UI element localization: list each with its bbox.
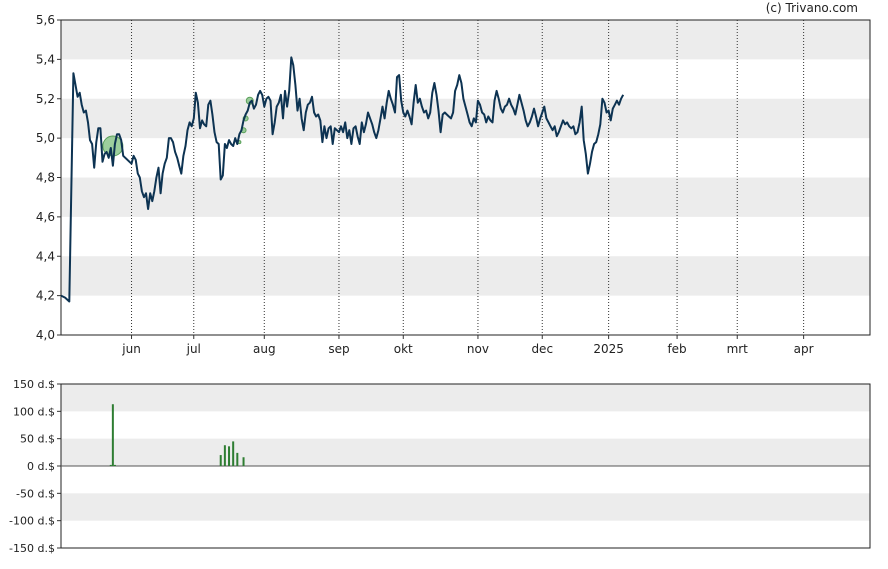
y-tick-label: 5,4 (36, 52, 55, 66)
x-tick-label: okt (394, 342, 413, 356)
y-tick-label: 4,2 (36, 289, 55, 303)
x-tick-label: apr (794, 342, 814, 356)
copyright-label: (c) Trivano.com (765, 1, 858, 15)
y-tick-label: 4,4 (36, 249, 55, 263)
x-tick-label: nov (467, 342, 489, 356)
x-tick-label: jun (121, 342, 141, 356)
y-tick-label: 5,6 (36, 13, 55, 27)
x-tick-label: dec (531, 342, 553, 356)
volume-bar (111, 404, 114, 466)
y-tick-label: -50 d.$ (16, 487, 55, 500)
y-tick-label: -100 d.$ (9, 515, 55, 528)
grid-band (61, 438, 870, 466)
y-tick-label: 4,0 (36, 328, 55, 342)
grid-band (61, 20, 870, 60)
y-tick-label: 5,0 (36, 131, 55, 145)
grid-band (61, 384, 870, 412)
y-tick-label: 0 d.$ (27, 460, 55, 473)
grid-band (61, 493, 870, 521)
price-line (60, 56, 625, 303)
y-tick-label: 150 d.$ (13, 378, 55, 391)
y-tick-label: -150 d.$ (9, 542, 55, 555)
x-tick-label: sep (328, 342, 349, 356)
x-tick-label: aug (253, 342, 276, 356)
grid-band (61, 256, 870, 296)
x-tick-label: jul (186, 342, 201, 356)
volume-bar (109, 464, 112, 466)
plot-frame (60, 19, 871, 336)
x-tick-label: feb (667, 342, 686, 356)
grid-band (61, 177, 870, 217)
volume-bar (242, 457, 245, 466)
y-tick-label: 4,8 (36, 171, 55, 185)
volume-bar (223, 445, 226, 466)
y-tick-label: 50 d.$ (20, 433, 55, 446)
volume-bar (113, 464, 116, 466)
x-tick-label: mrt (727, 342, 749, 356)
volume-bar (232, 441, 235, 466)
y-tick-label: 100 d.$ (13, 405, 55, 418)
y-tick-label: 5,2 (36, 92, 55, 106)
volume-bar (219, 455, 222, 466)
y-tick-label: 4,6 (36, 210, 55, 224)
volume-bar (236, 452, 239, 466)
volume-bar (228, 446, 231, 466)
x-tick-label: 2025 (593, 342, 624, 356)
